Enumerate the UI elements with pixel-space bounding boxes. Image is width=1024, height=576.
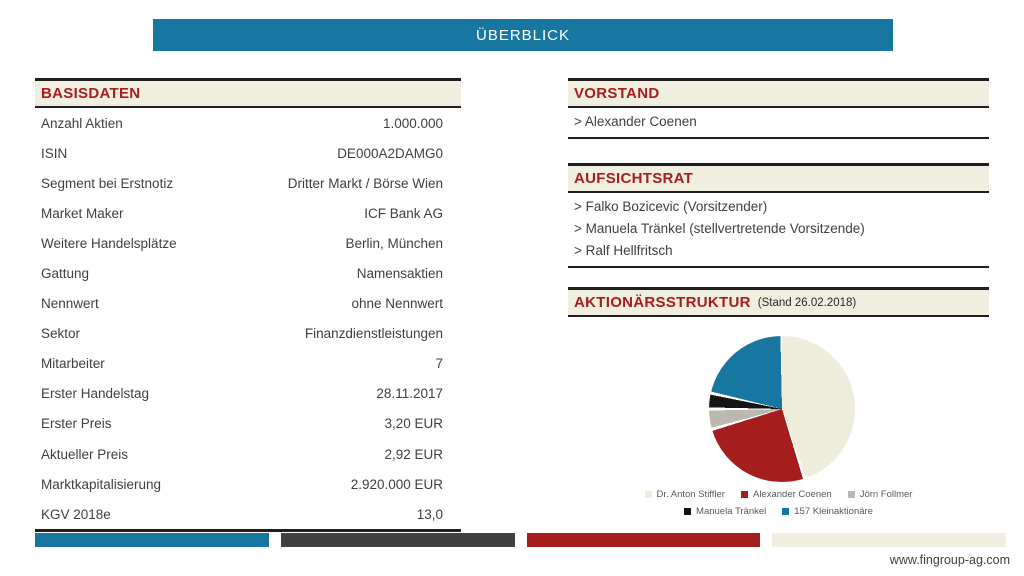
legend-label: 157 Kleinaktionäre bbox=[794, 506, 873, 517]
table-row: Mitarbeiter 7 bbox=[35, 349, 461, 379]
row-value: 3,20 EUR bbox=[384, 416, 443, 432]
aufsichtsrat-body: > Falko Bozicevic (Vorsitzender) > Manue… bbox=[568, 193, 989, 268]
legend-item: Jörn Follmer bbox=[847, 489, 913, 500]
aufsichtsrat-member: > Manuela Tränkel (stellvertretende Vors… bbox=[574, 221, 865, 236]
row-value: 2,92 EUR bbox=[384, 446, 443, 462]
row-label: KGV 2018e bbox=[41, 506, 111, 522]
table-row: ISIN DE000A2DAMG0 bbox=[35, 138, 461, 168]
aktionaersstruktur-header-label: AKTIONÄRSSTRUKTUR bbox=[574, 294, 751, 311]
legend-label: Alexander Coenen bbox=[752, 489, 832, 500]
legend-marker bbox=[684, 508, 692, 515]
table-row: Segment bei Erstnotiz Dritter Markt / Bö… bbox=[35, 168, 461, 198]
row-value: Dritter Markt / Börse Wien bbox=[287, 175, 443, 191]
pie-chart bbox=[709, 336, 855, 482]
row-value: ICF Bank AG bbox=[364, 205, 443, 221]
aktionaersstruktur-section: AKTIONÄRSSTRUKTUR (Stand 26.02.2018) bbox=[568, 287, 989, 317]
table-row: Market Maker ICF Bank AG bbox=[35, 198, 461, 228]
stand-date-note: (Stand 26.02.2018) bbox=[757, 296, 857, 309]
basisdaten-section: BASISDATEN Anzahl Aktien 1.000.000 ISIN … bbox=[35, 78, 461, 533]
aktionaersstruktur-header: AKTIONÄRSSTRUKTUR (Stand 26.02.2018) bbox=[568, 287, 989, 317]
legend-item: Manuela Tränkel bbox=[684, 506, 766, 517]
table-row: KGV 2018e 13,0 bbox=[35, 499, 461, 529]
bottom-color-bars bbox=[35, 533, 1006, 547]
row-value: 2.920.000 EUR bbox=[350, 476, 443, 492]
row-label: Mitarbeiter bbox=[41, 356, 105, 372]
row-value: ohne Nennwert bbox=[351, 296, 443, 312]
row-value: 1.000.000 bbox=[382, 115, 443, 131]
vorstand-member: > Alexander Coenen bbox=[574, 114, 697, 129]
vorstand-section: VORSTAND > Alexander Coenen bbox=[568, 78, 989, 139]
row-value: DE000A2DAMG0 bbox=[337, 145, 443, 161]
vorstand-body: > Alexander Coenen bbox=[568, 108, 989, 139]
basisdaten-header-label: BASISDATEN bbox=[41, 85, 141, 102]
row-value: Finanzdienstleistungen bbox=[304, 326, 443, 342]
row-value: 13,0 bbox=[416, 506, 443, 522]
legend-item: 157 Kleinaktionäre bbox=[782, 506, 873, 517]
basisdaten-table: Anzahl Aktien 1.000.000 ISIN DE000A2DAMG… bbox=[35, 108, 461, 533]
table-row: Erster Handelstag 28.11.2017 bbox=[35, 379, 461, 409]
row-value: Namensaktien bbox=[356, 266, 443, 282]
page-title: ÜBERBLICK bbox=[475, 26, 571, 44]
table-row: Aktueller Preis 2,92 EUR bbox=[35, 439, 461, 469]
row-label: Marktkapitalisierung bbox=[41, 476, 162, 492]
legend-marker bbox=[782, 508, 790, 515]
row-label: Aktueller Preis bbox=[41, 446, 129, 462]
row-label: Weitere Handelsplätze bbox=[41, 235, 177, 251]
table-row: Anzahl Aktien 1.000.000 bbox=[35, 108, 461, 138]
row-label: Sektor bbox=[41, 326, 81, 342]
row-label: Anzahl Aktien bbox=[41, 115, 123, 131]
row-label: Erster Handelstag bbox=[41, 386, 150, 402]
legend-marker bbox=[740, 491, 748, 498]
table-row: Gattung Namensaktien bbox=[35, 258, 461, 288]
legend-item: Alexander Coenen bbox=[740, 489, 832, 500]
row-label: Gattung bbox=[41, 266, 90, 282]
legend-label: Dr. Anton Stiffler bbox=[656, 489, 725, 500]
legend-marker bbox=[847, 491, 855, 498]
website-link[interactable]: www.fingroup-ag.com bbox=[889, 553, 1010, 567]
basisdaten-header: BASISDATEN bbox=[35, 78, 461, 108]
color-bar-red bbox=[526, 533, 761, 547]
legend-row: Dr. Anton Stiffler Alexander Coenen Jörn… bbox=[644, 489, 913, 500]
row-value: 28.11.2017 bbox=[376, 386, 443, 402]
row-label: ISIN bbox=[41, 145, 68, 161]
color-bar-cream bbox=[772, 533, 1006, 547]
legend-marker bbox=[644, 491, 652, 498]
table-row: Weitere Handelsplätze Berlin, München bbox=[35, 228, 461, 258]
legend-row: Manuela Tränkel 157 Kleinaktionäre bbox=[684, 506, 873, 517]
color-bar-gray bbox=[280, 533, 515, 547]
vorstand-header: VORSTAND bbox=[568, 78, 989, 108]
aufsichtsrat-header-label: AUFSICHTSRAT bbox=[574, 170, 694, 187]
row-value: 7 bbox=[435, 356, 443, 372]
table-row: Erster Preis 3,20 EUR bbox=[35, 409, 461, 439]
row-value: Berlin, München bbox=[345, 235, 443, 251]
row-label: Erster Preis bbox=[41, 416, 112, 432]
aufsichtsrat-section: AUFSICHTSRAT > Falko Bozicevic (Vorsitze… bbox=[568, 163, 989, 268]
table-row: Nennwert ohne Nennwert bbox=[35, 289, 461, 319]
row-label: Nennwert bbox=[41, 296, 99, 312]
title-bar: ÜBERBLICK bbox=[153, 19, 893, 51]
row-label: Market Maker bbox=[41, 205, 124, 221]
aufsichtsrat-member: > Ralf Hellfritsch bbox=[574, 243, 673, 258]
vorstand-header-label: VORSTAND bbox=[574, 85, 660, 102]
legend-label: Jörn Follmer bbox=[859, 489, 913, 500]
table-row: Sektor Finanzdienstleistungen bbox=[35, 319, 461, 349]
aufsichtsrat-header: AUFSICHTSRAT bbox=[568, 163, 989, 193]
aufsichtsrat-member: > Falko Bozicevic (Vorsitzender) bbox=[574, 199, 768, 214]
pie-legend: Dr. Anton Stiffler Alexander Coenen Jörn… bbox=[568, 489, 989, 517]
legend-item: Dr. Anton Stiffler bbox=[644, 489, 725, 500]
table-row: Marktkapitalisierung 2.920.000 EUR bbox=[35, 469, 461, 499]
row-label: Segment bei Erstnotiz bbox=[41, 175, 174, 191]
legend-label: Manuela Tränkel bbox=[696, 506, 767, 517]
color-bar-teal bbox=[35, 533, 269, 547]
